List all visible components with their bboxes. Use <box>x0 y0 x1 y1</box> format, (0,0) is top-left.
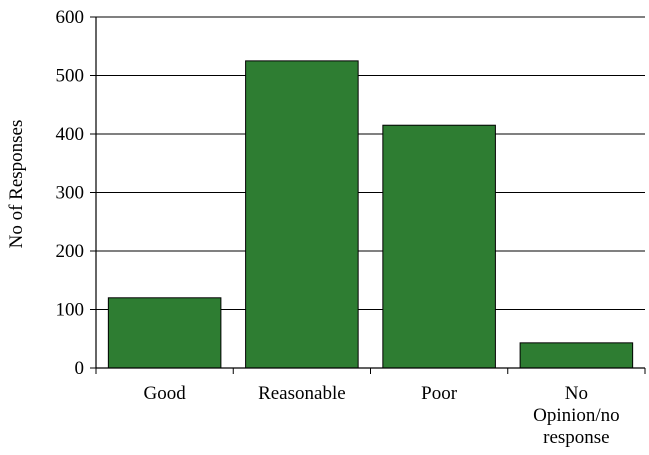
x-category-label-line: Reasonable <box>258 383 346 404</box>
bar <box>107 297 222 369</box>
bar <box>245 60 359 369</box>
y-axis-label: No of Responses <box>6 120 27 249</box>
gridlines <box>96 16 645 310</box>
x-category-label-line: No <box>565 383 588 404</box>
y-tick-label: 600 <box>56 7 85 28</box>
x-category-label: Reasonable <box>258 383 346 404</box>
x-category-label-line: response <box>543 427 609 448</box>
x-category-labels: Good Reasonable Poor No Opinion/no response <box>144 383 620 448</box>
y-tick-labels: 0 100 200 300 400 500 600 <box>56 7 85 379</box>
y-tick-label: 200 <box>56 241 85 262</box>
y-tick-label: 300 <box>56 183 85 204</box>
x-category-label: Good <box>144 383 187 404</box>
x-category-label-line: Poor <box>421 383 458 404</box>
x-category-label: No Opinion/no response <box>533 383 620 448</box>
bar <box>519 342 634 369</box>
bars <box>107 60 634 369</box>
y-tick-label: 100 <box>56 300 85 321</box>
y-tick-label: 400 <box>56 124 85 145</box>
y-tick-label: 500 <box>56 66 85 87</box>
x-category-label-line: Opinion/no <box>533 405 620 426</box>
bar <box>382 124 496 369</box>
x-category-label: Poor <box>421 383 458 404</box>
axes <box>90 16 646 374</box>
x-category-label-line: Good <box>144 383 187 404</box>
y-tick-label: 0 <box>75 358 85 379</box>
